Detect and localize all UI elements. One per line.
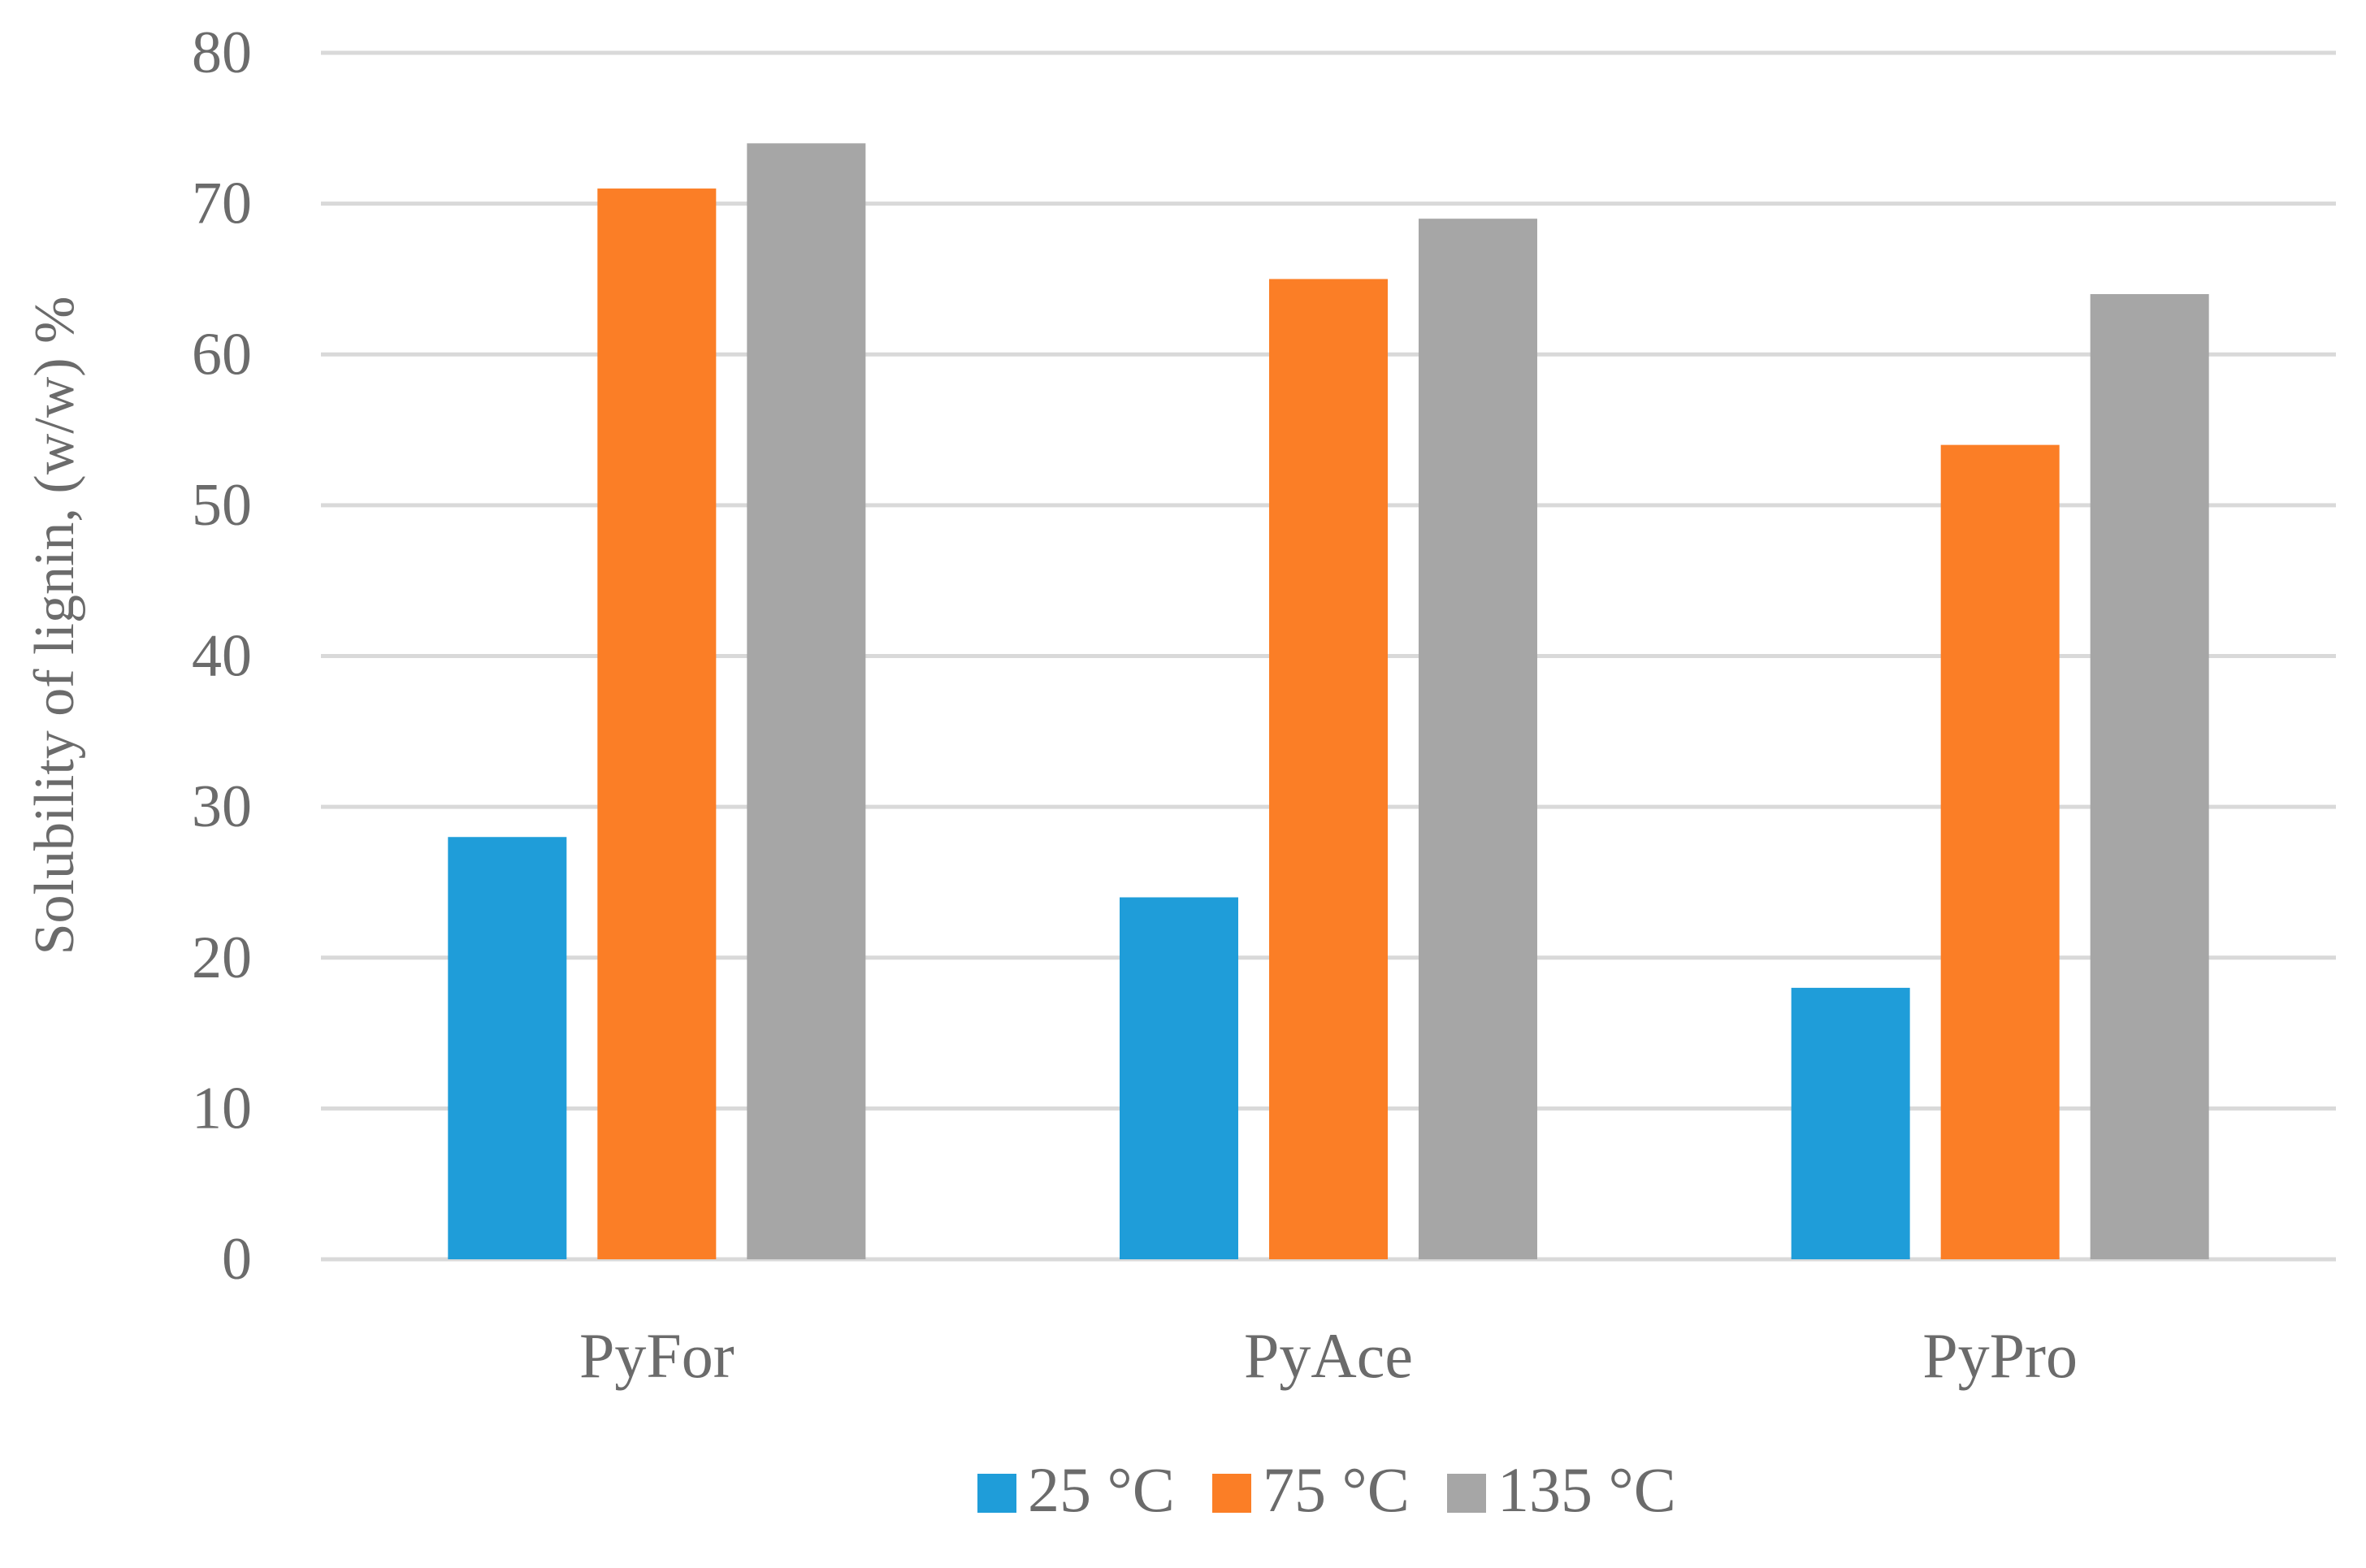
legend-label: 135 °C	[1497, 1454, 1676, 1525]
bar	[1791, 987, 1910, 1259]
bar	[1269, 279, 1388, 1259]
legend: 25 °C 75 °C 135 °C	[977, 1454, 1676, 1525]
legend-label: 75 °C	[1263, 1454, 1410, 1525]
legend-swatch	[977, 1474, 1016, 1513]
bars	[448, 143, 2209, 1259]
bar	[1419, 219, 1537, 1259]
bar	[448, 837, 567, 1259]
legend-label: 25 °C	[1028, 1454, 1175, 1525]
y-tick-label: 80	[192, 19, 252, 86]
y-tick-label: 20	[192, 925, 252, 991]
legend-swatch	[1447, 1474, 1486, 1513]
legend-swatch	[1212, 1474, 1251, 1513]
y-axis-ticks: 0 10 20 30 40 50 60 70 80	[192, 19, 252, 1293]
bar	[1940, 444, 2060, 1259]
bar	[597, 188, 717, 1259]
y-tick-label: 0	[222, 1226, 252, 1293]
bar	[2090, 294, 2209, 1259]
x-category-label: PyFor	[579, 1320, 734, 1391]
y-tick-label: 30	[192, 773, 252, 840]
x-category-label: PyAce	[1244, 1320, 1413, 1391]
y-tick-label: 70	[192, 171, 252, 237]
y-tick-label: 50	[192, 472, 252, 539]
y-axis-title: Solubility of lignin, (w/w) %	[24, 297, 86, 955]
x-axis-categories: PyFor PyAce PyPro	[579, 1320, 2078, 1391]
y-tick-label: 40	[192, 623, 252, 690]
y-tick-label: 60	[192, 321, 252, 388]
x-category-label: PyPro	[1922, 1320, 2078, 1391]
bar	[747, 143, 866, 1259]
y-tick-label: 10	[192, 1075, 252, 1141]
bar	[1120, 897, 1238, 1259]
